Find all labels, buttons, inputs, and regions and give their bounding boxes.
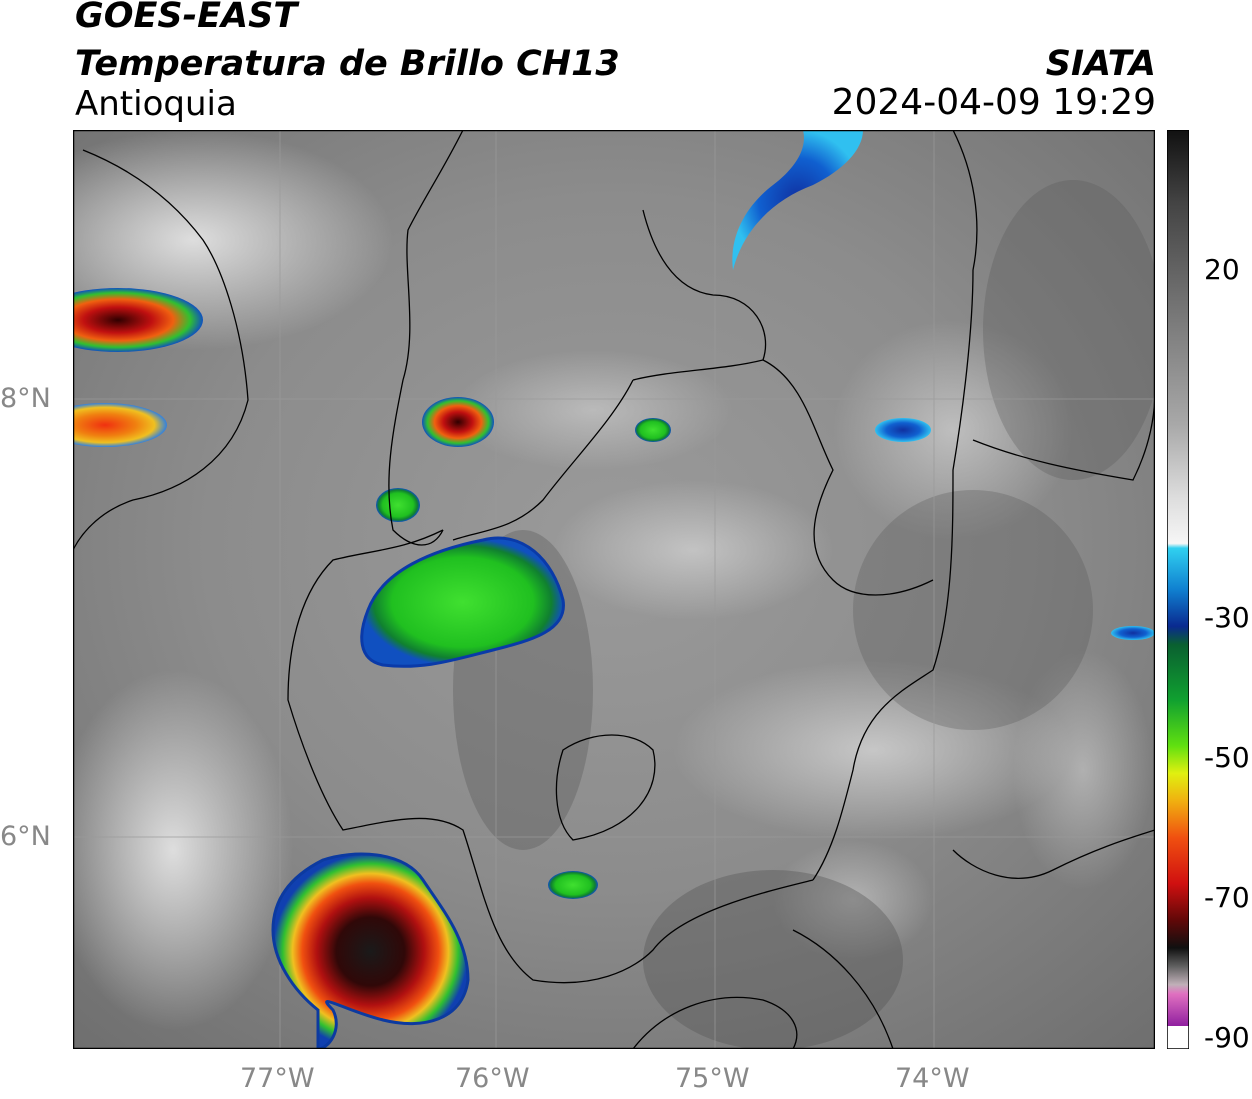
datetime-label: 2024-04-09 19:29 [831, 82, 1156, 123]
storm-cell-small-red [422, 397, 494, 447]
product-title: Temperatura de Brillo CH13 [75, 44, 620, 84]
colorbar-tick-minus90: -90 [1204, 1021, 1250, 1054]
lon-label-75w: 75°W [675, 1063, 750, 1094]
temperature-colorbar [1167, 130, 1189, 1049]
cloud-shade [73, 670, 293, 1030]
cloud-shade [773, 840, 933, 960]
institution-label: SIATA [1045, 44, 1156, 84]
cloud-shade [673, 660, 1073, 840]
lat-label-8n: 8°N [0, 383, 51, 414]
storm-cell-northwest [73, 288, 203, 352]
cloud-shade [833, 320, 1073, 540]
colorbar-tick-minus70: -70 [1204, 881, 1250, 914]
region-label: Antioquia [75, 84, 237, 124]
dark-region [643, 870, 903, 1049]
colorbar-tick-minus50: -50 [1204, 741, 1250, 774]
storm-cell-south-green [548, 871, 598, 899]
storm-cell-west [73, 403, 167, 447]
map-border [73, 130, 1155, 1049]
dark-region [853, 490, 1093, 730]
storm-cell-east [875, 418, 931, 442]
colorbar-tick-minus30: -30 [1204, 601, 1250, 634]
colorbar-tick-20: 20 [1204, 253, 1240, 286]
storm-cell-far-east [1111, 626, 1155, 640]
satellite-map [73, 130, 1155, 1049]
cloud-shade [1013, 650, 1153, 890]
dark-region [983, 180, 1155, 480]
storm-cell-central [360, 536, 565, 668]
storm-cell-small-green-east [635, 418, 671, 442]
lon-label-77w: 77°W [240, 1063, 315, 1094]
lon-label-74w: 74°W [895, 1063, 970, 1094]
cloud-shade [453, 350, 733, 470]
storm-cell-small-green [376, 488, 420, 522]
political-borders [73, 130, 1155, 1049]
cloud-shade [553, 480, 833, 620]
satellite-title: GOES-EAST [75, 0, 298, 36]
lat-label-6n: 6°N [0, 821, 51, 852]
lon-label-76w: 76°W [455, 1063, 530, 1094]
colorbar-gradient [1167, 130, 1189, 1049]
storm-cell-north [732, 130, 863, 270]
